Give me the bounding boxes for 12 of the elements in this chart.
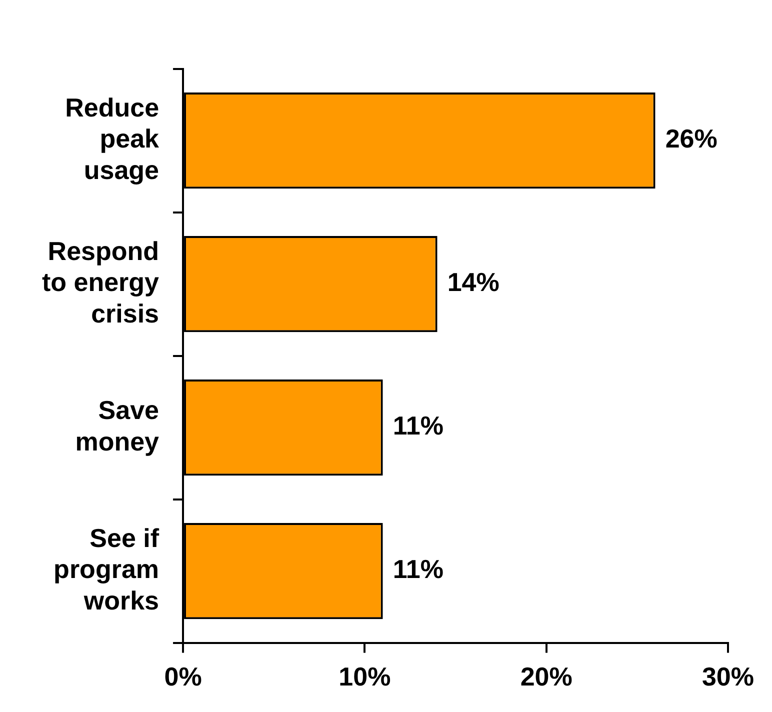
data-label: 11%: [392, 554, 444, 584]
y-tick-label: Respond to energy crisis: [42, 236, 160, 328]
data-label: 26%: [665, 124, 718, 154]
y-tick-label: Reduce peak usage: [65, 92, 160, 185]
x-tick-label: 0%: [164, 662, 202, 692]
y-tick-label: See if program works: [54, 523, 160, 616]
x-tick-label: 20%: [520, 662, 572, 692]
data-label: 14%: [447, 267, 500, 298]
y-tick-label: Save money: [75, 395, 160, 456]
x-tick-label: 10%: [338, 662, 391, 692]
x-tick-label: 30%: [702, 662, 754, 692]
data-label: 11%: [392, 410, 444, 441]
